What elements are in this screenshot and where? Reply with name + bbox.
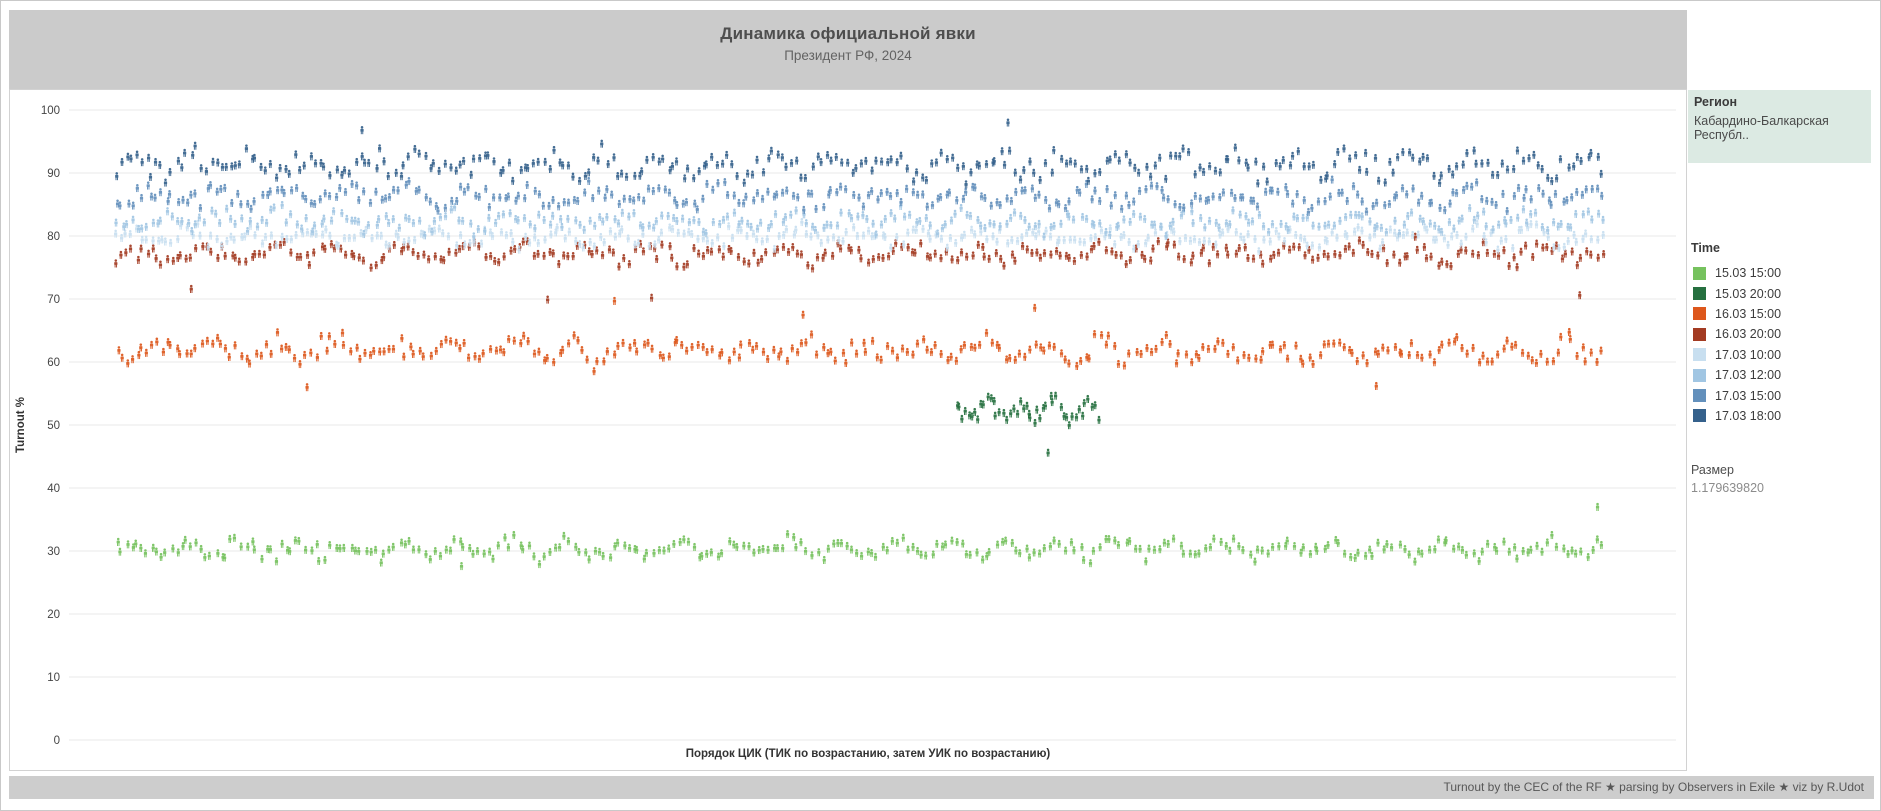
- y-tick-labels: 0 10 20 30 40 50 60 70 80 90 100: [41, 105, 60, 747]
- svg-text:90: 90: [47, 168, 60, 180]
- size-legend: Размер 1.179639820: [1691, 463, 1871, 495]
- legend-label: 16.03 20:00: [1715, 327, 1782, 342]
- legend-item[interactable]: 16.03 15:00: [1691, 304, 1871, 324]
- legend-label: 15.03 20:00: [1715, 286, 1782, 301]
- legend-item[interactable]: 15.03 15:00: [1691, 263, 1871, 283]
- legend-item[interactable]: 15.03 20:00: [1691, 283, 1871, 303]
- page-subtitle: Президент РФ, 2024: [784, 48, 912, 63]
- scatter-marks[interactable]: [114, 118, 1606, 571]
- svg-text:50: 50: [47, 420, 60, 432]
- legend-item[interactable]: 17.03 15:00: [1691, 385, 1871, 405]
- legend-label: 17.03 10:00: [1715, 347, 1782, 362]
- svg-text:10: 10: [47, 672, 60, 684]
- scatter-chart: 0 10 20 30 40 50 60 70 80 90 100 Turnout % Порядок…: [9, 89, 1687, 771]
- legend-label: 16.03 15:00: [1715, 306, 1782, 321]
- x-axis-title: Порядок ЦИК (ТИК по возрастанию, затем У…: [686, 748, 1051, 760]
- y-axis-title: Turnout %: [15, 397, 27, 453]
- legend-label: 15.03 15:00: [1715, 266, 1782, 281]
- region-filter-value[interactable]: Кабардино-Балкарская Республ..: [1694, 114, 1829, 142]
- legend-item[interactable]: 16.03 20:00: [1691, 324, 1871, 344]
- svg-text:100: 100: [41, 105, 60, 117]
- plot-area[interactable]: 0 10 20 30 40 50 60 70 80 90 100 Turnout % Порядок…: [10, 90, 1686, 770]
- legend-panel: Регион Кабардино-Балкарская Республ.. Ti…: [1688, 73, 1874, 776]
- legend-label: 17.03 12:00: [1715, 368, 1782, 383]
- svg-text:0: 0: [54, 735, 60, 747]
- size-legend-label: Размер: [1691, 463, 1734, 477]
- color-legend-title: Time: [1691, 241, 1720, 255]
- color-legend: Time 15.03 15:00 15.03 20:00 16.03 15:00 16…: [1691, 241, 1871, 426]
- legend-swatch: [1693, 389, 1706, 403]
- svg-text:60: 60: [47, 357, 60, 369]
- legend-item[interactable]: 17.03 10:00: [1691, 345, 1871, 365]
- legend-swatch: [1693, 287, 1706, 301]
- legend-item[interactable]: 17.03 18:00: [1691, 406, 1871, 426]
- credit-text: Turnout by the CEC of the RF ★ parsing b…: [1443, 780, 1864, 794]
- region-filter[interactable]: Регион Кабардино-Балкарская Республ..: [1688, 90, 1871, 163]
- svg-text:70: 70: [47, 294, 60, 306]
- title-band: Динамика официальной явки Президент РФ, …: [9, 10, 1687, 89]
- page-title: Динамика официальной явки: [720, 24, 976, 43]
- region-filter-label: Регион: [1694, 95, 1738, 109]
- size-legend-value: 1.179639820: [1691, 481, 1764, 495]
- legend-label: 17.03 15:00: [1715, 388, 1782, 403]
- legend-swatch: [1693, 266, 1706, 280]
- svg-text:80: 80: [47, 231, 60, 243]
- legend-swatch: [1693, 348, 1706, 362]
- legend-swatch: [1693, 327, 1706, 341]
- legend-label: 17.03 18:00: [1715, 408, 1782, 423]
- legend-swatch: [1693, 307, 1706, 321]
- svg-text:20: 20: [47, 609, 60, 621]
- footer-band: Turnout by the CEC of the RF ★ parsing b…: [9, 776, 1874, 799]
- svg-text:30: 30: [47, 546, 60, 558]
- legend-swatch: [1693, 409, 1706, 423]
- svg-text:40: 40: [47, 483, 60, 495]
- legend-item[interactable]: 17.03 12:00: [1691, 365, 1871, 385]
- legend-swatch: [1693, 368, 1706, 382]
